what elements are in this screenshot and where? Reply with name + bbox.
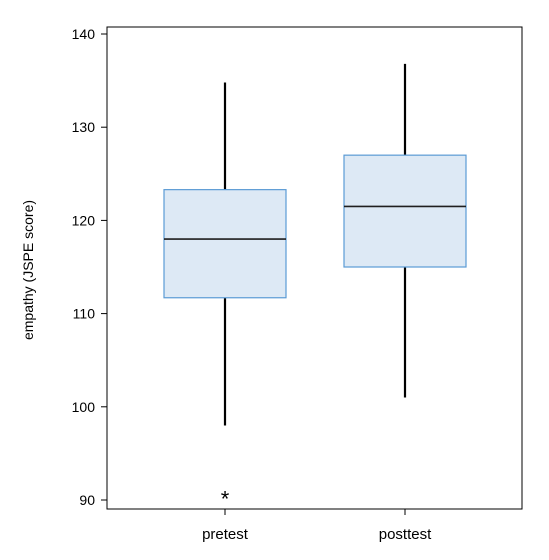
- y-tick-label: 90: [79, 492, 95, 508]
- box-pretest: [163, 189, 287, 299]
- y-tick-label: 100: [72, 399, 96, 415]
- plot-frame: [106, 26, 523, 510]
- outlier-marker: *: [221, 486, 230, 511]
- y-tick-label: 110: [73, 306, 96, 322]
- x-tick-label: posttest: [379, 526, 432, 543]
- y-tick-label: 140: [72, 26, 96, 42]
- y-axis-title: empathy (JSPE score): [20, 200, 36, 340]
- x-tick-label: pretest: [202, 526, 249, 543]
- y-tick-label: 130: [72, 119, 96, 135]
- box-posttest: [343, 154, 467, 268]
- y-tick-label: 120: [72, 212, 96, 228]
